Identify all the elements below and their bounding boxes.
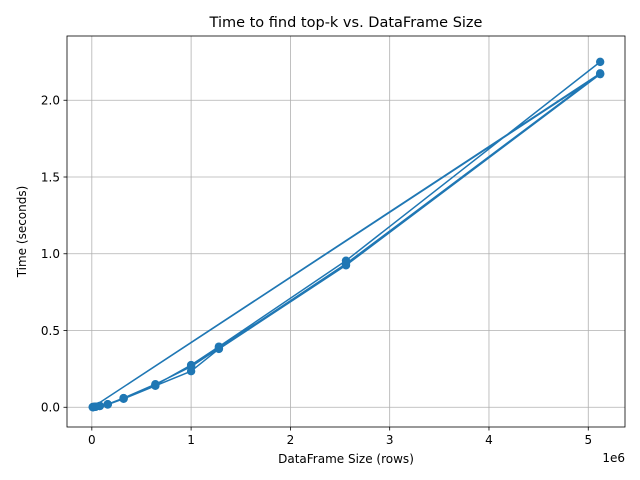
y-axis-label: Time (seconds) (15, 186, 29, 279)
data-point (595, 69, 605, 78)
data-point (151, 380, 160, 390)
x-axis-label: DataFrame Size (rows) (278, 452, 414, 466)
x-tick-label: 1 (187, 433, 195, 447)
data-point (103, 400, 112, 409)
series-layer (88, 57, 605, 412)
data-point (595, 57, 605, 67)
y-tick-label: 0.0 (41, 401, 60, 415)
y-tick-label: 0.5 (41, 324, 60, 338)
axes-frame (66, 35, 626, 428)
grid (67, 36, 625, 427)
data-point (95, 401, 104, 411)
chart-title: Time to find top-k vs. DataFrame Size (209, 15, 483, 31)
y-tick-label: 2.0 (41, 94, 60, 108)
x-axis-offset-text: 1e6 (602, 451, 625, 465)
x-tick-label: 4 (485, 433, 493, 447)
x-tick-label: 5 (584, 433, 592, 447)
data-point (186, 360, 196, 370)
data-point (214, 342, 224, 351)
x-tick-label: 2 (287, 433, 295, 447)
ticks: 0 1 2 3 4 5 0.0 0.5 1.0 1.5 2.0 (41, 94, 592, 447)
y-tick-label: 1.0 (41, 247, 60, 261)
y-tick-label: 1.5 (41, 170, 60, 184)
data-point (119, 394, 128, 403)
data-point (341, 256, 351, 265)
x-tick-label: 3 (386, 433, 394, 447)
x-tick-label: 0 (88, 433, 96, 447)
